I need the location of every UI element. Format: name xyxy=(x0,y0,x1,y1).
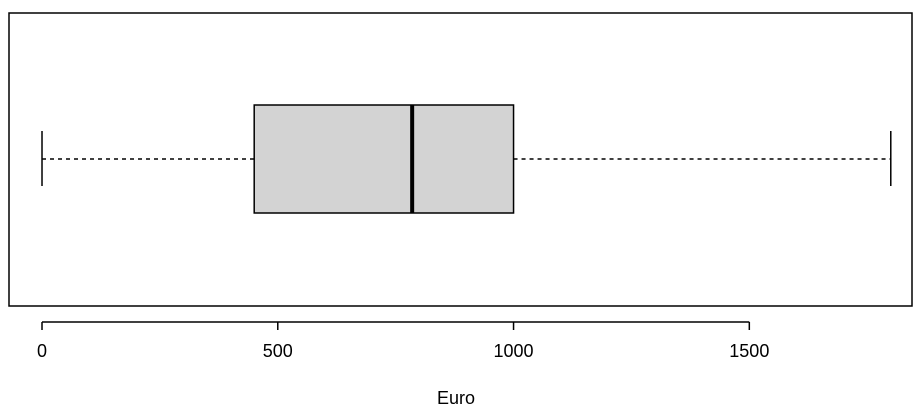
box-layer xyxy=(41,104,892,214)
interquartile-box xyxy=(253,104,515,214)
x-tick-label-1500: 1500 xyxy=(729,341,769,361)
x-axis-label: Euro xyxy=(437,388,475,408)
x-axis-ticks: 0 500 1000 1500 xyxy=(37,322,769,361)
x-tick-label-500: 500 xyxy=(263,341,293,361)
x-tick-label-0: 0 xyxy=(37,341,47,361)
plot-frame xyxy=(8,12,913,307)
x-tick-label-1000: 1000 xyxy=(494,341,534,361)
